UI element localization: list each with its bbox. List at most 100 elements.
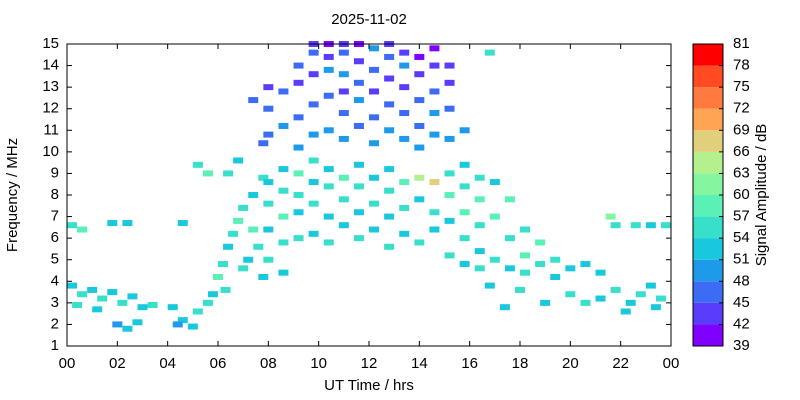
data-cell <box>655 295 666 302</box>
data-cell <box>595 269 606 276</box>
colorbar-tick-label: 63 <box>733 164 750 181</box>
data-cell <box>167 304 178 311</box>
colorbar-band <box>693 44 723 66</box>
data-cell <box>67 222 78 229</box>
data-cell <box>278 88 289 95</box>
data-cell <box>444 62 455 69</box>
y-tick-label: 9 <box>51 164 59 181</box>
colorbar-tick-label: 48 <box>733 272 750 289</box>
data-cell <box>414 174 425 181</box>
data-cell <box>338 135 349 142</box>
x-tick-label: 02 <box>109 355 126 372</box>
data-cell <box>258 140 269 147</box>
data-cell <box>263 256 274 263</box>
data-cell <box>399 110 410 117</box>
data-cell <box>504 196 515 203</box>
data-cell <box>308 157 319 164</box>
data-cell <box>429 226 440 233</box>
colorbar-band <box>693 302 723 325</box>
data-cell <box>127 293 138 300</box>
y-tick-label: 2 <box>51 315 59 332</box>
data-cell <box>67 282 78 289</box>
data-cell <box>293 62 304 69</box>
data-cell <box>223 170 234 177</box>
data-cell <box>489 256 500 263</box>
y-tick-label: 15 <box>42 35 59 52</box>
data-cell <box>353 79 364 86</box>
colorbar-tick-label: 39 <box>733 337 750 354</box>
data-cell <box>263 84 274 91</box>
data-cell <box>117 299 128 306</box>
data-cell <box>278 187 289 194</box>
data-cell <box>338 196 349 203</box>
data-cell <box>444 105 455 112</box>
data-cell <box>353 58 364 65</box>
data-cell <box>137 304 148 311</box>
x-tick-label: 04 <box>159 355 176 372</box>
data-cell <box>414 71 425 78</box>
data-cell <box>484 282 495 289</box>
data-cell <box>474 222 485 229</box>
data-cell <box>258 174 269 181</box>
data-cell <box>399 84 410 91</box>
data-cell <box>565 291 576 298</box>
data-cell <box>414 196 425 203</box>
colorbar-label: Signal Amplitude / dB <box>753 124 770 267</box>
data-cell <box>515 286 525 293</box>
data-cell <box>459 161 470 168</box>
data-cell <box>238 265 249 272</box>
data-cell <box>122 220 133 227</box>
data-cell <box>459 183 470 190</box>
y-tick-label: 7 <box>51 208 59 225</box>
data-cell <box>122 325 133 332</box>
data-cell <box>384 187 395 194</box>
colorbar-band <box>693 259 723 282</box>
data-cell <box>610 286 621 293</box>
colorbar-band <box>693 238 723 260</box>
data-cell <box>192 161 203 168</box>
colorbar-band <box>693 281 723 303</box>
colorbar-tick-label: 66 <box>733 143 750 160</box>
x-tick-label: 18 <box>512 355 529 372</box>
data-cell <box>444 135 455 142</box>
data-cell <box>580 261 591 268</box>
data-cell <box>353 97 364 104</box>
data-cell <box>107 289 118 296</box>
data-cell <box>253 243 264 250</box>
data-cell <box>429 45 440 52</box>
data-cell <box>520 226 531 233</box>
data-cell <box>369 200 380 207</box>
data-cell <box>399 135 410 142</box>
data-cell <box>147 302 158 309</box>
data-cell <box>565 265 576 272</box>
x-tick-label: 00 <box>59 355 76 372</box>
data-cell <box>248 192 259 198</box>
data-cell <box>293 114 304 121</box>
colorbar-tick-label: 78 <box>733 57 750 74</box>
data-cell <box>293 170 304 177</box>
data-cell <box>474 265 485 272</box>
data-cell <box>605 213 616 220</box>
data-cell <box>293 235 304 242</box>
y-tick-label: 5 <box>51 251 59 268</box>
data-cell <box>338 71 349 78</box>
data-cell <box>369 88 380 95</box>
data-cell <box>278 239 289 246</box>
data-cell <box>399 179 410 186</box>
data-cell <box>177 220 188 227</box>
data-cell <box>399 62 410 69</box>
data-cell <box>353 161 364 168</box>
colorbar-tick-label: 51 <box>733 251 750 268</box>
data-cell <box>550 273 561 280</box>
data-cell <box>489 179 500 186</box>
data-cell <box>535 261 546 268</box>
data-cell <box>535 239 546 246</box>
data-cell <box>308 71 319 78</box>
data-cell <box>444 192 455 198</box>
x-tick-label: 00 <box>663 355 680 372</box>
data-cell <box>278 166 289 173</box>
data-cell <box>444 170 455 177</box>
y-tick-label: 12 <box>42 100 59 117</box>
y-tick-label: 4 <box>51 272 59 289</box>
data-cell <box>630 222 641 229</box>
